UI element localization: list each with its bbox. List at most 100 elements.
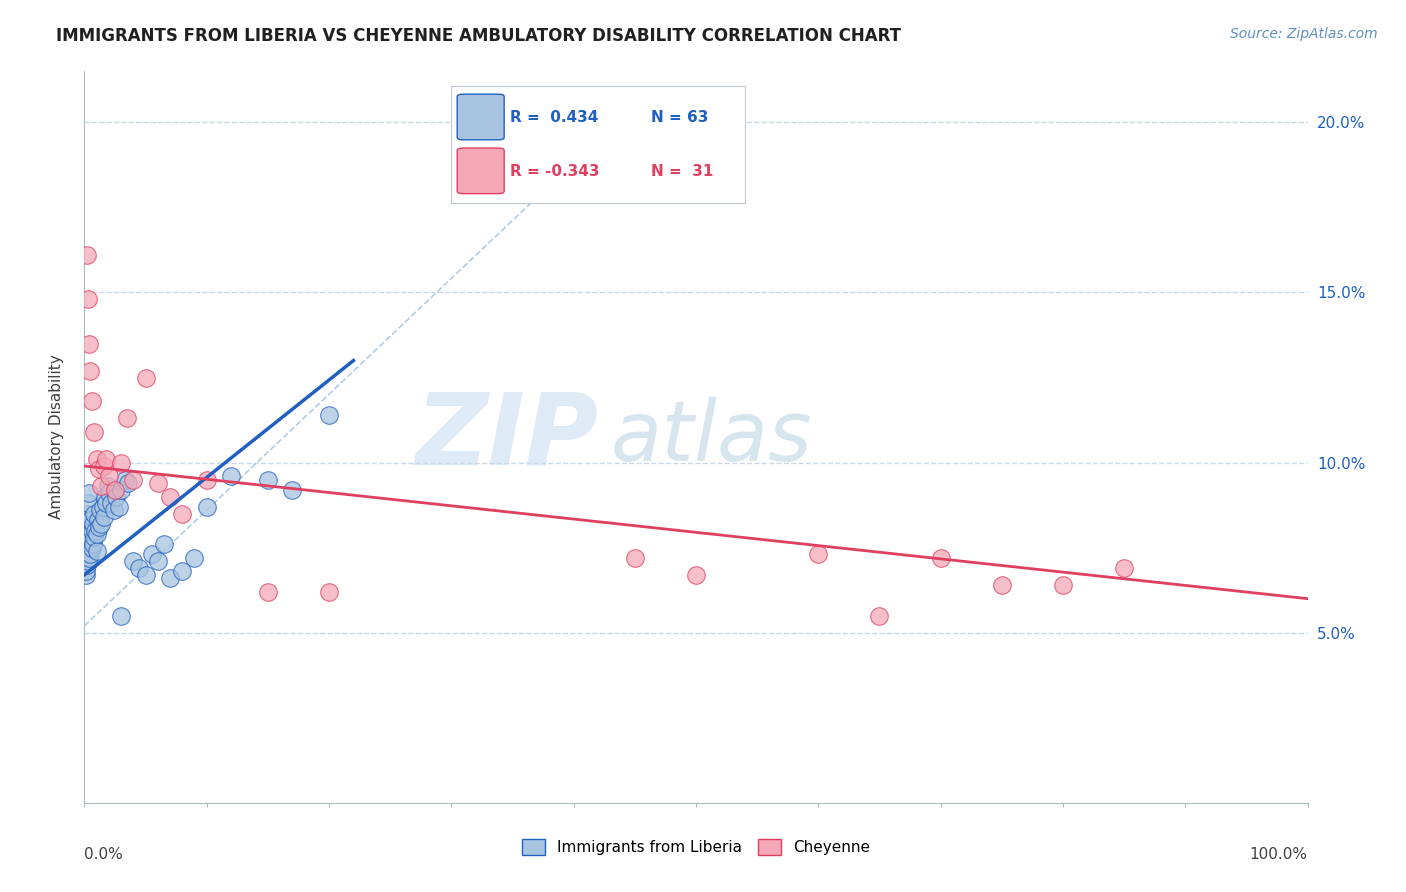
Point	[1052, 578, 1074, 592]
Point	[991, 578, 1014, 592]
Point	[76, 548, 98, 562]
Point	[122, 554, 145, 568]
Point	[135, 370, 157, 384]
Point	[97, 486, 120, 500]
Point	[195, 500, 218, 514]
Point	[93, 510, 115, 524]
Point	[76, 558, 98, 572]
Point	[82, 537, 104, 551]
Point	[807, 548, 830, 562]
Point	[75, 541, 97, 555]
Point	[75, 565, 97, 579]
Point	[114, 473, 136, 487]
Point	[86, 527, 108, 541]
Point	[83, 531, 105, 545]
Point	[86, 452, 108, 467]
Point	[87, 462, 110, 476]
Point	[257, 585, 280, 599]
Point	[195, 473, 218, 487]
Point	[103, 503, 125, 517]
Point	[90, 479, 112, 493]
Point	[115, 411, 138, 425]
Point	[75, 537, 97, 551]
Y-axis label: Ambulatory Disability: Ambulatory Disability	[49, 355, 63, 519]
Point	[80, 394, 103, 409]
Point	[86, 544, 108, 558]
Point	[75, 550, 97, 565]
Point	[76, 516, 98, 531]
Point	[110, 456, 132, 470]
Point	[77, 336, 100, 351]
Point	[100, 496, 122, 510]
Point	[75, 513, 97, 527]
Point	[1114, 561, 1136, 575]
Point	[77, 496, 100, 510]
Point	[76, 507, 98, 521]
Point	[183, 550, 205, 565]
Point	[89, 503, 111, 517]
Point	[83, 507, 105, 521]
Point	[869, 608, 891, 623]
Point	[135, 567, 157, 582]
Point	[77, 486, 100, 500]
Point	[96, 496, 118, 510]
Point	[77, 550, 100, 565]
Point	[75, 524, 97, 538]
Point	[318, 408, 340, 422]
Point	[80, 524, 103, 538]
Point	[77, 293, 100, 307]
Point	[87, 513, 110, 527]
Point	[79, 513, 101, 527]
Point	[685, 567, 707, 582]
Point	[141, 548, 163, 562]
Point	[128, 561, 150, 575]
Text: 100.0%: 100.0%	[1250, 847, 1308, 862]
Point	[107, 500, 129, 514]
Point	[97, 469, 120, 483]
Point	[122, 473, 145, 487]
Text: IMMIGRANTS FROM LIBERIA VS CHEYENNE AMBULATORY DISABILITY CORRELATION CHART: IMMIGRANTS FROM LIBERIA VS CHEYENNE AMBU…	[56, 27, 901, 45]
Point	[91, 500, 114, 514]
Point	[84, 524, 107, 538]
Text: 0.0%: 0.0%	[84, 847, 124, 862]
Point	[93, 458, 115, 473]
Point	[77, 527, 100, 541]
Point	[79, 531, 101, 545]
Point	[75, 567, 97, 582]
Point	[90, 516, 112, 531]
Point	[97, 479, 120, 493]
Point	[159, 490, 181, 504]
Point	[79, 364, 101, 378]
Text: ZIP: ZIP	[415, 389, 598, 485]
Point	[159, 571, 181, 585]
Point	[94, 490, 117, 504]
Point	[83, 425, 105, 439]
Text: atlas: atlas	[610, 397, 813, 477]
Point	[318, 585, 340, 599]
Point	[87, 520, 110, 534]
Text: Source: ZipAtlas.com: Source: ZipAtlas.com	[1230, 27, 1378, 41]
Point	[77, 554, 100, 568]
Legend: Immigrants from Liberia, Cheyenne: Immigrants from Liberia, Cheyenne	[516, 833, 876, 861]
Point	[257, 473, 280, 487]
Point	[172, 565, 194, 579]
Point	[77, 533, 100, 548]
Point	[219, 469, 242, 483]
Point	[117, 475, 139, 490]
Point	[82, 516, 104, 531]
Point	[146, 554, 169, 568]
Point	[153, 537, 176, 551]
Point	[110, 483, 132, 497]
Point	[110, 608, 132, 623]
Point	[105, 490, 128, 504]
Point	[77, 541, 100, 555]
Point	[104, 483, 127, 497]
Point	[146, 475, 169, 490]
Point	[96, 452, 118, 467]
Point	[79, 548, 101, 562]
Point	[172, 507, 194, 521]
Point	[929, 550, 952, 565]
Point	[80, 541, 103, 555]
Point	[624, 550, 647, 565]
Point	[281, 483, 304, 497]
